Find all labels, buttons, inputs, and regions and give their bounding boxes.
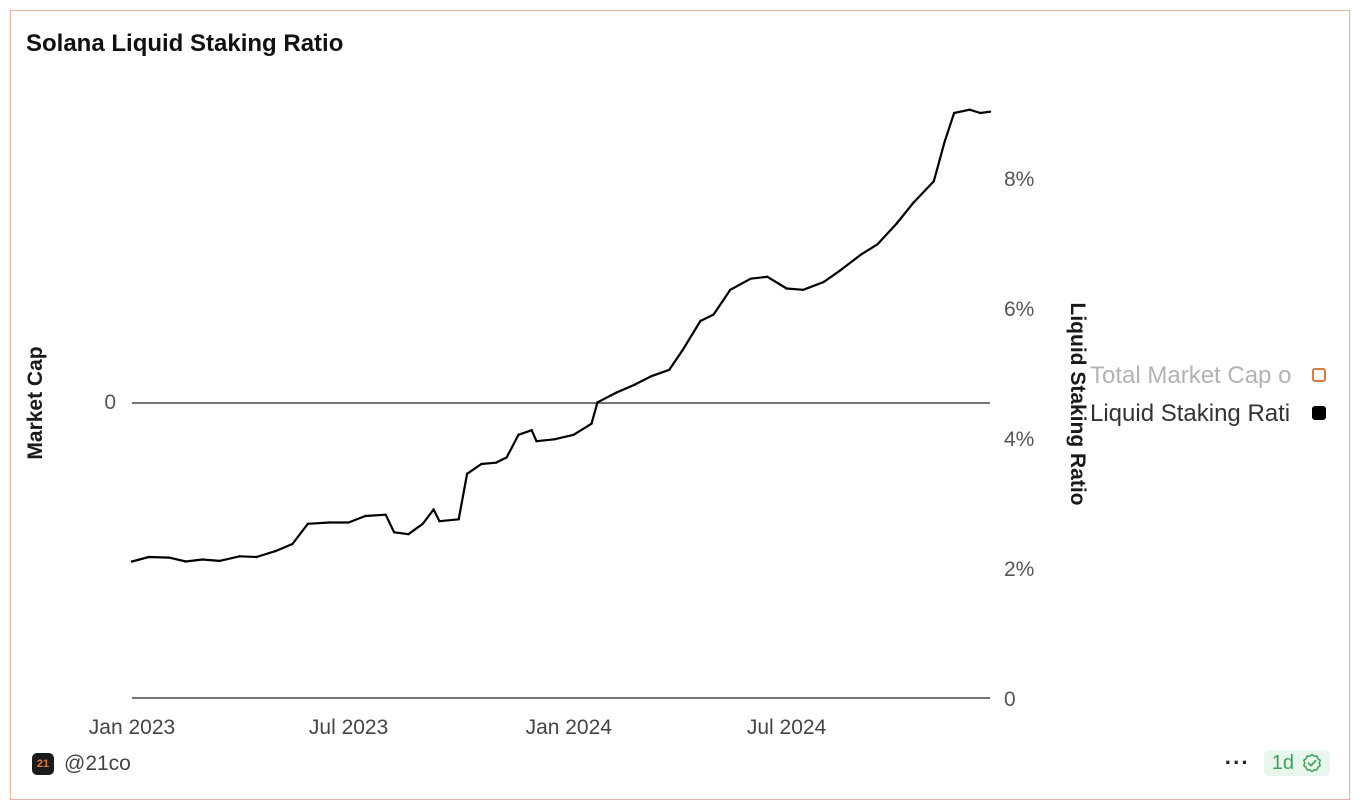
data-point bbox=[766, 275, 769, 278]
chart-title: Solana Liquid Staking Ratio bbox=[26, 30, 344, 57]
right-axis-tick-label: 6% bbox=[1004, 298, 1034, 321]
x-axis-tick-label: Jan 2024 bbox=[526, 716, 613, 739]
data-point bbox=[147, 555, 150, 559]
data-point bbox=[238, 555, 241, 558]
data-point bbox=[668, 368, 671, 371]
right-axis-tick-label: 4% bbox=[1004, 428, 1034, 451]
chart-legend: Total Market Cap o Liquid Staking Rati bbox=[1090, 362, 1332, 438]
verified-check-icon bbox=[1302, 753, 1322, 773]
data-point bbox=[457, 518, 460, 521]
brand-handle[interactable]: @21co bbox=[64, 752, 131, 775]
data-point bbox=[218, 559, 221, 563]
data-point bbox=[932, 180, 935, 183]
legend-label-market-cap: Total Market Cap o bbox=[1090, 362, 1292, 389]
data-point bbox=[859, 253, 862, 256]
footer-actions: ··· 1d bbox=[1225, 748, 1330, 778]
legend-label-liquid-staking: Liquid Staking Rati bbox=[1090, 400, 1291, 427]
data-point bbox=[505, 456, 508, 459]
data-point bbox=[979, 111, 982, 115]
data-point bbox=[364, 514, 367, 518]
data-point bbox=[384, 513, 387, 516]
data-point bbox=[822, 280, 825, 284]
data-point bbox=[785, 287, 788, 290]
data-point bbox=[184, 560, 187, 563]
x-axis-tick-label: Jul 2023 bbox=[309, 716, 388, 739]
data-point bbox=[130, 560, 134, 563]
data-point bbox=[615, 391, 618, 394]
data-point bbox=[274, 549, 277, 553]
data-point bbox=[347, 521, 350, 524]
refresh-interval-label: 1d bbox=[1271, 751, 1294, 774]
data-point bbox=[876, 243, 879, 246]
data-point bbox=[421, 522, 424, 525]
footer-brand: 21 @21co bbox=[32, 751, 131, 777]
data-point bbox=[802, 288, 805, 291]
data-point bbox=[306, 522, 310, 525]
data-point bbox=[988, 110, 992, 113]
series-line-liquid-staking-ratio bbox=[130, 108, 992, 563]
data-point bbox=[392, 531, 396, 534]
refresh-interval-badge[interactable]: 1d bbox=[1263, 750, 1330, 776]
data-point bbox=[895, 222, 898, 225]
data-point bbox=[650, 375, 653, 378]
data-point bbox=[699, 319, 702, 323]
data-point bbox=[255, 555, 258, 559]
data-point bbox=[729, 288, 732, 291]
data-point bbox=[943, 141, 946, 144]
data-point bbox=[839, 269, 842, 272]
legend-swatch-market-cap bbox=[1312, 368, 1326, 382]
data-point bbox=[681, 349, 684, 352]
data-point bbox=[201, 558, 204, 561]
data-point bbox=[553, 438, 556, 441]
data-point bbox=[590, 422, 593, 425]
brand-logo-icon: 21 bbox=[32, 753, 54, 775]
chart-card bbox=[10, 10, 1350, 800]
data-point bbox=[480, 462, 483, 466]
data-point bbox=[494, 461, 497, 464]
legend-item-liquid-staking[interactable]: Liquid Staking Rati bbox=[1090, 400, 1332, 438]
data-point bbox=[712, 313, 715, 316]
x-axis-tick-label: Jul 2024 bbox=[747, 716, 827, 739]
right-axis-tick-label: 0 bbox=[1004, 688, 1016, 711]
left-axis-title: Market Cap bbox=[24, 346, 47, 459]
data-point bbox=[952, 111, 956, 115]
legend-item-market-cap[interactable]: Total Market Cap o bbox=[1090, 362, 1332, 400]
data-point bbox=[572, 433, 575, 436]
data-point bbox=[407, 533, 410, 536]
right-axis-tick-label: 8% bbox=[1004, 168, 1034, 191]
data-point bbox=[968, 108, 971, 111]
legend-swatch-liquid-staking bbox=[1312, 406, 1326, 420]
data-point bbox=[465, 472, 469, 475]
right-axis-tick-label: 2% bbox=[1004, 558, 1034, 581]
data-point bbox=[517, 433, 520, 436]
data-point bbox=[912, 201, 915, 204]
data-point bbox=[291, 542, 294, 546]
data-point bbox=[596, 401, 599, 404]
data-point bbox=[432, 508, 435, 511]
data-point bbox=[535, 440, 538, 443]
data-point bbox=[328, 521, 331, 524]
data-point bbox=[530, 429, 533, 432]
left-axis-tick-label: 0 bbox=[104, 391, 116, 414]
data-point bbox=[167, 556, 171, 559]
data-point bbox=[633, 383, 636, 386]
more-options-button[interactable]: ··· bbox=[1224, 750, 1250, 775]
data-point bbox=[749, 277, 752, 280]
right-axis-title: Liquid Staking Ratio bbox=[1066, 303, 1089, 506]
data-point bbox=[438, 520, 441, 523]
x-axis-tick-label: Jan 2023 bbox=[89, 716, 175, 739]
